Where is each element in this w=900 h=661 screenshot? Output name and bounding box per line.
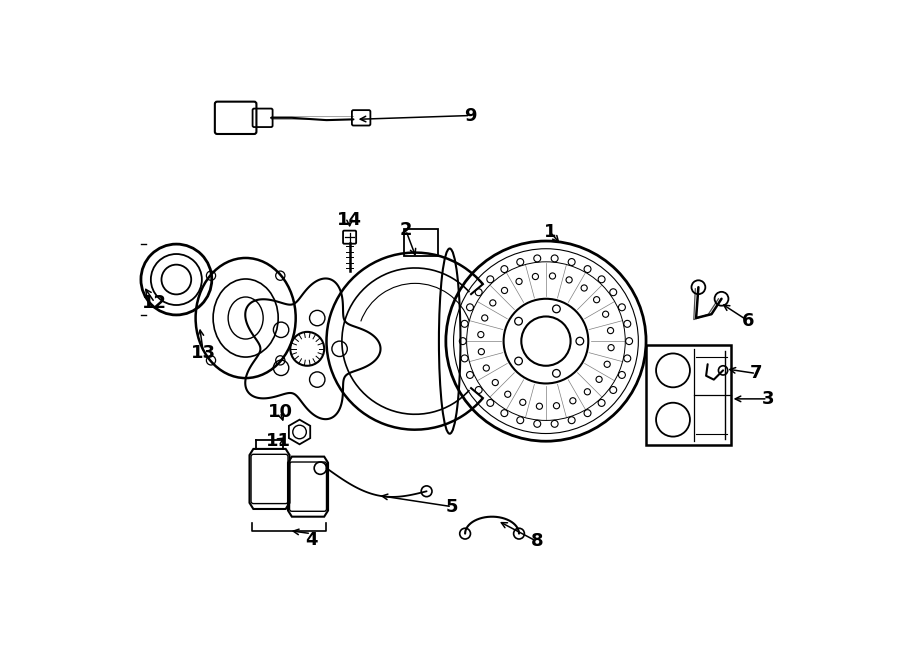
Text: 4: 4: [305, 531, 318, 549]
Text: 11: 11: [266, 432, 292, 450]
Text: 3: 3: [761, 390, 774, 408]
Text: 12: 12: [142, 293, 167, 311]
Text: 9: 9: [464, 106, 477, 124]
Text: 7: 7: [750, 364, 762, 383]
Text: 14: 14: [338, 212, 362, 229]
Text: 10: 10: [268, 403, 292, 421]
Text: 8: 8: [530, 532, 543, 551]
Text: 13: 13: [191, 344, 216, 362]
Text: 1: 1: [544, 223, 556, 241]
Text: 2: 2: [400, 221, 412, 239]
Text: 5: 5: [446, 498, 458, 516]
Text: 6: 6: [742, 312, 755, 330]
